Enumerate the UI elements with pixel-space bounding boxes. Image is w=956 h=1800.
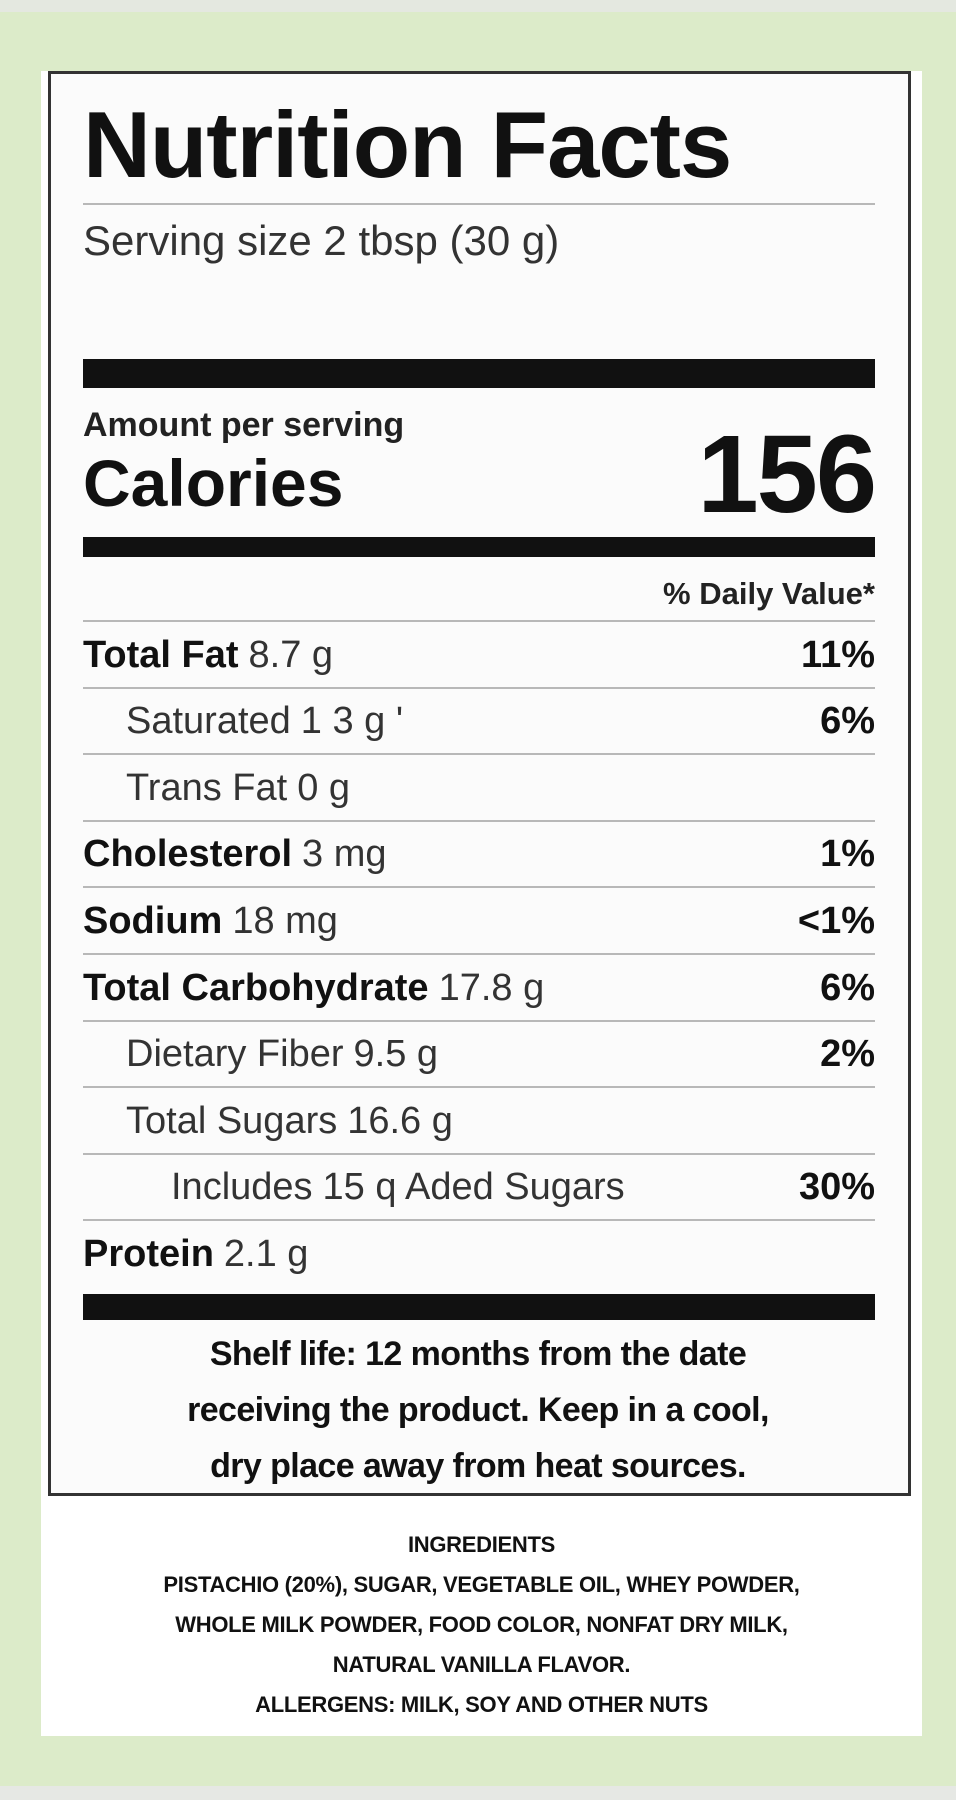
top-edge — [0, 0, 956, 12]
nutrient-name: Total Fat — [83, 633, 239, 676]
thick-divider — [83, 359, 875, 388]
row-divider — [83, 753, 875, 756]
nutrient-name: Dietary Fiber — [126, 1033, 344, 1076]
nutrient-amount: 0 g — [297, 766, 351, 809]
nutrient-amount: 16.6 g — [347, 1099, 453, 1142]
nutrient-daily-value: 11% — [801, 633, 875, 676]
nutrient-amount: 1 3 g ' — [300, 700, 404, 743]
nutrient-row: Includes 15 q Aded Sugars 30% — [83, 1155, 875, 1221]
ingredients-text: INGREDIENTS PISTACHIO (20%), SUGAR, VEGE… — [41, 1525, 922, 1725]
shelf-life-text: Shelf life: 12 months from the date rece… — [60, 1326, 896, 1494]
nutrient-row: Dietary Fiber 9.5 g 2% — [83, 1022, 875, 1088]
nutrient-daily-value: 2% — [820, 1033, 875, 1076]
calories-value: 156 — [697, 413, 877, 536]
allergens: ALLERGENS: MILK, SOY AND OTHER NUTS — [255, 1692, 708, 1717]
nutrient-amount: 3 mg — [302, 833, 387, 876]
ingredients-line: NATURAL VANILLA FLAVOR. — [332, 1652, 631, 1677]
nutrient-row: Saturated 1 3 g ' 6% — [83, 689, 875, 755]
thick-divider — [83, 537, 875, 557]
nutrient-name: Cholesterol — [83, 833, 293, 876]
nutrient-name: Sodium — [83, 899, 223, 942]
nutrient-daily-value: 30% — [798, 1166, 875, 1209]
nutrient-daily-value: 6% — [820, 966, 875, 1009]
daily-value-header: % Daily Value* — [663, 576, 875, 611]
serving-size: Serving size 2 tbsp (30 g) — [83, 217, 560, 264]
nutrition-label-box — [48, 71, 911, 1496]
nutrient-row: Trans Fat 0 g — [83, 755, 875, 821]
ingredients-heading: INGREDIENTS — [407, 1532, 556, 1557]
nutrient-daily-value: <1% — [797, 899, 875, 942]
bottom-edge — [0, 1786, 956, 1800]
nutrient-amount: 8.7 g — [248, 633, 334, 676]
nutrient-amount: 18 mg — [232, 899, 338, 942]
nutrient-amount: 15 q Aded Sugars — [322, 1166, 625, 1209]
row-divider — [83, 1086, 875, 1089]
nutrient-row: Total Fat 8.7 g 11% — [83, 622, 875, 688]
nutrient-amount: 2.1 g — [223, 1232, 309, 1275]
nutrient-name: Trans Fat — [126, 766, 288, 809]
divider — [83, 203, 875, 205]
row-divider — [83, 1152, 875, 1155]
nutrient-name: Total Carbohydrate — [83, 966, 429, 1009]
calories-label: Calories — [83, 446, 344, 520]
nutrient-amount: 17.8 g — [438, 966, 545, 1009]
row-divider — [83, 1019, 875, 1022]
thick-divider — [83, 1294, 875, 1320]
nutrient-row: Cholesterol 3 mg 1% — [83, 822, 875, 888]
shelf-life-line: dry place away from heat sources. — [210, 1447, 746, 1485]
row-divider — [83, 953, 875, 955]
nutrient-row: Total Carbohydrate 17.8 g 6% — [83, 955, 875, 1021]
nutrient-row: Total Sugars 16.6 g — [83, 1088, 875, 1154]
nutrient-amount: 9.5 g — [353, 1033, 439, 1076]
nutrient-name: Saturated — [126, 700, 291, 743]
nutrient-row: Protein 2.1 g — [83, 1221, 875, 1287]
row-divider — [83, 686, 875, 689]
row-divider — [83, 1219, 875, 1222]
row-divider — [83, 819, 875, 822]
nutrient-row: Sodium 18 mg <1% — [83, 888, 875, 954]
nutrient-name: Protein — [83, 1232, 214, 1275]
shelf-life-line: receiving the product. Keep in a cool, — [187, 1391, 769, 1429]
amount-per-serving: Amount per serving — [83, 406, 405, 444]
nutrient-daily-value: 1% — [820, 833, 875, 876]
nutrient-name: Total Sugars — [126, 1099, 338, 1142]
ingredients-line: WHOLE MILK POWDER, FOOD COLOR, NONFAT DR… — [175, 1612, 788, 1637]
label-title: Nutrition Facts — [83, 92, 732, 197]
row-divider — [83, 620, 875, 622]
shelf-life-line: Shelf life: 12 months from the date — [209, 1335, 747, 1373]
ingredients-line: PISTACHIO (20%), SUGAR, VEGETABLE OIL, W… — [163, 1572, 800, 1597]
nutrient-daily-value: 6% — [820, 700, 875, 743]
nutrient-name: Includes — [171, 1166, 313, 1209]
row-divider — [83, 886, 875, 889]
